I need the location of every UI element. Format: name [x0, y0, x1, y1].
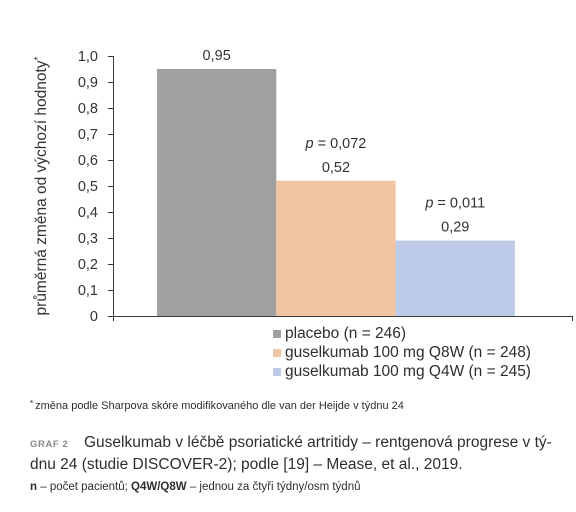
p-value: = 0,011	[437, 196, 485, 212]
note-term-dosing: Q4W/Q8W	[131, 481, 187, 493]
value-label-guselkumab-q8w: 0,52	[322, 160, 350, 176]
legend-item-guselkumab-q8w: guselkumab 100 mg Q8W (n = 248)	[273, 343, 531, 362]
legend-item-guselkumab-q4w: guselkumab 100 mg Q4W (n = 245)	[273, 362, 531, 381]
y-tick-label-6: 0,6	[78, 153, 98, 169]
y-tick-label-2: 0,2	[78, 257, 98, 273]
abbreviation-notes: n – počet pacientů; Q4W/Q8W – jednou za …	[30, 480, 361, 494]
bar-chart: 0 0,1 0,2 0,3 0,4 0,5 0,6 0,7 0,8 0,9 1,0 0,95 0,52 0…	[33, 48, 573, 325]
value-label-placebo: 0,95	[203, 48, 231, 64]
y-axis-label: průměrná změna od výchozí hodnoty*	[33, 56, 50, 315]
p-value: = 0,072	[318, 136, 367, 152]
y-tick-label-10: 1,0	[78, 49, 98, 65]
caption-text-1: Guselkumab v léčbě psoriatické artritidy…	[84, 434, 552, 451]
y-axis-label-text: průměrná změna od výchozí hodnoty	[33, 60, 50, 315]
p-symbol: p	[305, 136, 314, 152]
y-tick-label-1: 0,1	[78, 283, 98, 299]
y-tick-label-4: 0,4	[78, 205, 98, 221]
bar-placebo	[157, 69, 277, 316]
y-tick-label-9: 0,9	[78, 75, 98, 91]
legend-swatch-guselkumab-q4w	[273, 367, 281, 376]
bar-guselkumab-q8w	[276, 180, 396, 316]
p-value-annotation-guselkumab-q4w: p = 0,011	[424, 196, 485, 212]
note-def-dosing: – jednou za čtyři týdny/osm týdnů	[189, 481, 361, 493]
legend-label-guselkumab-q4w: guselkumab 100 mg Q4W (n = 245)	[285, 363, 531, 380]
y-tick-label-0: 0	[90, 309, 98, 325]
p-symbol: p	[424, 196, 433, 212]
legend-label-guselkumab-q8w: guselkumab 100 mg Q8W (n = 248)	[285, 344, 531, 361]
legend-item-placebo: placebo (n = 246)	[273, 324, 531, 343]
p-value-annotation-guselkumab-q8w: p = 0,072	[305, 136, 367, 152]
legend: placebo (n = 246) guselkumab 100 mg Q8W …	[273, 324, 531, 381]
note-term-n: n	[30, 481, 38, 493]
legend-label-placebo: placebo (n = 246)	[285, 325, 407, 342]
y-axis-label-note-mark: *	[33, 56, 44, 60]
note-def-n: – počet pacientů;	[40, 481, 128, 493]
value-label-guselkumab-q4w: 0,29	[441, 220, 469, 236]
y-tick-label-8: 0,8	[78, 101, 98, 117]
bar-guselkumab-q4w	[395, 240, 515, 316]
footnote-text: změna podle Sharpova skóre modifikovanéh…	[35, 400, 404, 412]
caption-line-1: GRAF 2 Guselkumab v léčbě psoriatické art…	[30, 433, 552, 455]
legend-swatch-placebo	[273, 329, 281, 338]
figure-caption: GRAF 2 Guselkumab v léčbě psoriatické art…	[30, 433, 552, 475]
y-tick-label-7: 0,7	[78, 127, 98, 143]
caption-label: GRAF 2	[30, 439, 69, 450]
y-tick-label-5: 0,5	[78, 179, 98, 195]
footnote: * změna podle Sharpova skóre modifikované…	[30, 397, 404, 413]
caption-line-2: dnu 24 (studie DISCOVER-2); podle [19] –…	[30, 455, 552, 475]
footnote-mark: *	[30, 399, 34, 408]
y-tick-label-3: 0,3	[78, 231, 98, 247]
legend-swatch-guselkumab-q8w	[273, 348, 281, 357]
caption-text-2: dnu 24 (studie DISCOVER-2); podle [19] –…	[30, 456, 463, 473]
